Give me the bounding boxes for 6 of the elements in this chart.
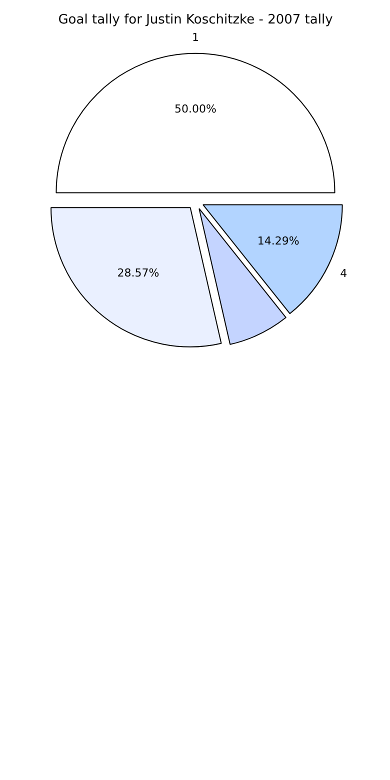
data-label: 14.29% (257, 234, 300, 248)
data-label: 50.00% (174, 102, 216, 116)
slice-label: 4 (340, 266, 348, 280)
slice-label: 1 (192, 31, 199, 44)
data-label: 28.57% (117, 266, 160, 280)
chart-title: Goal tally for Justin Koschitzke - 2007 tally (58, 12, 334, 28)
